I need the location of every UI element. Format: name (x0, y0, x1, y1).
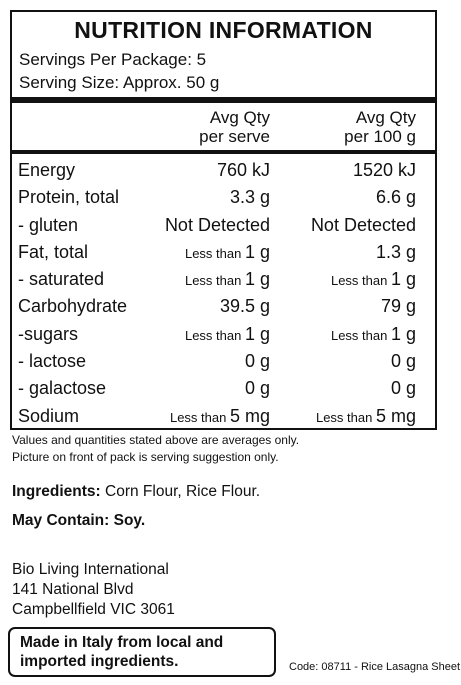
address-line: Campbellfield VIC 3061 (12, 601, 175, 618)
qualifier-text: Less than (169, 409, 230, 425)
nutrient-label: Fat, total (18, 241, 89, 262)
per-100g-value: Less than 5 mg (270, 403, 416, 431)
address-line: Bio Living International (12, 561, 169, 578)
per-serve-value: 0 g (157, 348, 270, 376)
nutrient-row: - galactose 0 g 0 g (12, 375, 435, 402)
quantity-text: Not Detected (164, 214, 270, 235)
ingredients-text: Corn Flour, Rice Flour. (100, 483, 261, 500)
nutrition-panel: NUTRITION INFORMATION Servings Per Packa… (10, 10, 437, 430)
nutrient-label: Protein, total (18, 187, 120, 208)
per-100g-value: 79 g (270, 293, 416, 321)
address-block: Bio Living International 141 National Bl… (12, 560, 175, 620)
quantity-text: 1.3 g (375, 241, 416, 262)
divider-thick (12, 97, 435, 103)
qualifier-text: Less than (184, 327, 245, 343)
quantity-text: 1 g (390, 269, 416, 290)
column-header-blank (12, 108, 157, 150)
note-line: Values and quantities stated above are a… (12, 433, 300, 447)
panel-title: NUTRITION INFORMATION (74, 17, 373, 43)
per-100g-value: 1.3 g (270, 239, 416, 267)
quantity-text: 5 mg (375, 405, 416, 426)
quantity-text: 1 g (244, 269, 270, 290)
nutrient-row: Protein, total 3.3 g 6.6 g (12, 184, 435, 211)
ingredients-line: Ingredients: Corn Flour, Rice Flour. (12, 482, 260, 502)
per-serve-value: Not Detected (157, 212, 270, 240)
per-100g-value: Less than 1 g (270, 266, 416, 294)
nutrient-label: Sodium (18, 405, 80, 426)
per-100g-value: Less than 1 g (270, 321, 416, 349)
per-serve-value: 3.3 g (157, 184, 270, 212)
col1-header-line2: per serve (199, 127, 270, 146)
divider-medium (12, 150, 435, 154)
quantity-text: 0 g (390, 351, 416, 372)
nutrient-row: - gluten Not Detected Not Detected (12, 212, 435, 239)
per-100g-value: 1520 kJ (270, 157, 416, 185)
quantity-text: 3.3 g (229, 187, 270, 208)
quantity-text: 0 g (390, 378, 416, 399)
nutrient-label: - lactose (18, 351, 87, 372)
col2-header-line1: Avg Qty (355, 108, 416, 127)
averages-note: Values and quantities stated above are a… (12, 432, 299, 466)
qualifier-text: Less than (184, 273, 245, 289)
ingredients-label: Ingredients: (12, 483, 101, 500)
per-serve-value: 760 kJ (157, 157, 270, 185)
per-serve-value: Less than 1 g (157, 266, 270, 294)
quantity-text: 1520 kJ (352, 160, 416, 180)
nutrient-row: -sugars Less than 1 g Less than 1 g (12, 321, 435, 348)
origin-line: imported ingredients. (20, 653, 179, 670)
nutrient-row: Energy 760 kJ 1520 kJ (12, 157, 435, 184)
quantity-text: 0 g (244, 351, 270, 372)
quantity-text: 6.6 g (375, 187, 416, 208)
quantity-text: 1 g (244, 241, 270, 262)
col1-header-line1: Avg Qty (209, 108, 270, 127)
per-serve-value: Less than 1 g (157, 239, 270, 267)
column-header-per-100g: Avg Qty per 100 g (270, 108, 416, 150)
note-line: Picture on front of pack is serving sugg… (12, 450, 279, 464)
nutrient-label: - saturated (18, 269, 105, 290)
quantity-text: 5 mg (229, 405, 270, 426)
nutrient-label: Carbohydrate (18, 296, 128, 317)
nutrient-row: Sodium Less than 5 mg Less than 5 mg (12, 403, 435, 430)
per-serve-value: Less than 5 mg (157, 403, 270, 431)
quantity-text: 39.5 g (219, 296, 270, 317)
nutrient-label: - galactose (18, 378, 107, 399)
quantity-text: 1 g (390, 323, 416, 344)
col2-header-line2: per 100 g (344, 127, 416, 146)
per-100g-value: 0 g (270, 348, 416, 376)
nutrient-label: Energy (18, 160, 76, 180)
origin-line: Made in Italy from local and (20, 634, 224, 651)
quantity-text: 1 g (244, 323, 270, 344)
serving-size: Serving Size: Approx. 50 g (19, 73, 220, 92)
nutrient-label: -sugars (18, 323, 79, 344)
nutrient-row: Fat, total Less than 1 g 1.3 g (12, 239, 435, 266)
may-contain: May Contain: Soy. (12, 512, 146, 529)
qualifier-text: Less than (330, 327, 391, 343)
nutrient-row: - lactose 0 g 0 g (12, 348, 435, 375)
per-serve-value: 0 g (157, 375, 270, 403)
per-100g-value: 6.6 g (270, 184, 416, 212)
quantity-text: 760 kJ (216, 160, 270, 180)
per-100g-value: Not Detected (270, 212, 416, 240)
nutrient-row: Carbohydrate 39.5 g 79 g (12, 293, 435, 320)
per-100g-value: 0 g (270, 375, 416, 403)
quantity-text: Not Detected (310, 214, 416, 235)
column-header-per-serve: Avg Qty per serve (157, 108, 270, 150)
qualifier-text: Less than (330, 273, 391, 289)
qualifier-text: Less than (315, 409, 376, 425)
product-code: Code: 08711 - Rice Lasagna Sheet (289, 661, 461, 673)
quantity-text: 0 g (244, 378, 270, 399)
nutrient-rows: Energy 760 kJ 1520 kJ Protein, total 3.3 g 6.… (12, 154, 435, 430)
per-serve-value: 39.5 g (157, 293, 270, 321)
nutrient-row: - saturated Less than 1 g Less than 1 g (12, 266, 435, 293)
servings-per-package: Servings Per Package: 5 (19, 50, 207, 69)
quantity-text: 79 g (380, 296, 416, 317)
column-header-row: Avg Qty per serve Avg Qty per 100 g (12, 103, 435, 150)
address-line: 141 National Blvd (12, 581, 134, 598)
nutrient-label: - gluten (18, 214, 79, 235)
qualifier-text: Less than (184, 245, 245, 261)
per-serve-value: Less than 1 g (157, 321, 270, 349)
origin-box: Made in Italy from local and imported in… (8, 627, 276, 677)
